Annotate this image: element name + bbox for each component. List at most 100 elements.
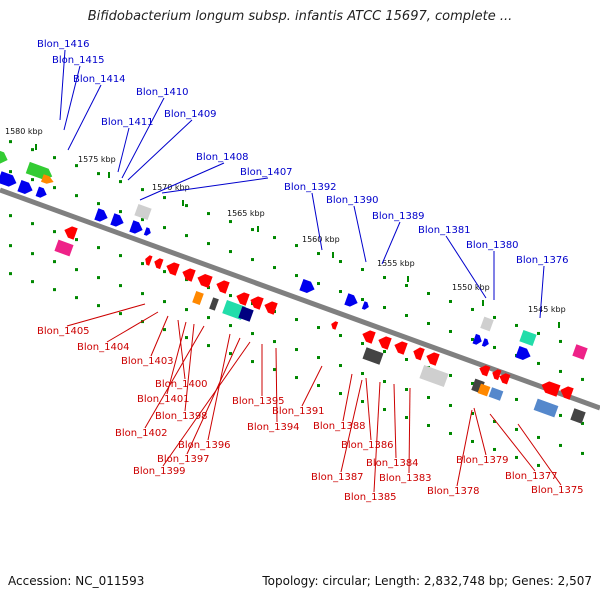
gene-forward[interactable]	[35, 186, 49, 200]
gene-reverse[interactable]	[488, 387, 504, 401]
gene-reverse[interactable]	[539, 379, 561, 397]
gene-forward[interactable]	[0, 150, 10, 165]
gene-forward[interactable]	[572, 344, 588, 360]
gene-forward[interactable]	[472, 333, 484, 346]
kbp-tick-label: 1555 kbp	[377, 259, 415, 268]
gene-reverse[interactable]	[54, 239, 74, 257]
reverse-gene-label[interactable]: Blon_1400	[155, 379, 208, 390]
gene-forward[interactable]	[134, 203, 152, 221]
track-dot	[273, 340, 276, 344]
forward-gene-label[interactable]: Blon_1392	[284, 182, 337, 193]
gene-reverse[interactable]	[153, 257, 164, 270]
gene-forward[interactable]	[515, 345, 532, 362]
kbp-tick-label: 1565 kbp	[227, 209, 265, 218]
gene-reverse[interactable]	[376, 334, 392, 350]
gene-forward[interactable]	[0, 171, 19, 188]
gene-reverse[interactable]	[62, 224, 78, 240]
forward-gene-label[interactable]: Blon_1376	[516, 255, 569, 266]
reverse-gene-label[interactable]: Blon_1405	[37, 326, 90, 337]
gene-reverse[interactable]	[570, 408, 586, 424]
gene-forward[interactable]	[40, 174, 55, 186]
gene-forward[interactable]	[361, 301, 370, 311]
gene-forward[interactable]	[299, 278, 316, 295]
track-dot	[559, 413, 562, 417]
reverse-gene-label[interactable]: Blon_1396	[178, 440, 231, 451]
track-dot	[9, 170, 12, 174]
gene-forward[interactable]	[481, 338, 490, 348]
forward-gene-label[interactable]: Blon_1408	[196, 152, 249, 163]
gene-reverse[interactable]	[330, 320, 339, 330]
forward-gene-label[interactable]: Blon_1390	[326, 195, 379, 206]
gene-reverse[interactable]	[164, 260, 180, 276]
forward-gene-label[interactable]: Blon_1409	[164, 109, 217, 120]
reverse-gene-label[interactable]: Blon_1394	[247, 422, 300, 433]
gene-reverse[interactable]	[491, 368, 502, 381]
gene-shape	[0, 150, 8, 164]
reverse-gene-label[interactable]: Blon_1385	[344, 492, 397, 503]
track-dot	[339, 260, 342, 264]
forward-gene-label[interactable]: Blon_1411	[101, 117, 154, 128]
gene-forward[interactable]	[94, 208, 109, 223]
forward-gene-label[interactable]: Blon_1410	[136, 87, 189, 98]
gene-reverse[interactable]	[478, 364, 491, 377]
reverse-gene-label[interactable]: Blon_1379	[456, 455, 509, 466]
gene-forward[interactable]	[17, 179, 34, 196]
reverse-gene-label[interactable]: Blon_1384	[366, 458, 419, 469]
reverse-gene-label[interactable]: Blon_1378	[427, 486, 480, 497]
forward-gene-label[interactable]: Blon_1415	[52, 55, 105, 66]
gene-forward[interactable]	[110, 213, 125, 228]
reverse-gene-label[interactable]: Blon_1386	[341, 440, 394, 451]
gene-reverse[interactable]	[234, 290, 250, 306]
reverse-gene-label[interactable]: Blon_1387	[311, 472, 364, 483]
forward-gene-label[interactable]: Blon_1414	[73, 74, 126, 85]
reverse-gene-label[interactable]: Blon_1401	[137, 394, 190, 405]
gene-reverse[interactable]	[411, 346, 425, 361]
gene-reverse[interactable]	[262, 299, 278, 315]
reverse-gene-label[interactable]: Blon_1403	[121, 356, 174, 367]
track-dot	[251, 258, 254, 262]
reverse-label-leader	[393, 383, 397, 459]
reverse-gene-label[interactable]: Blon_1404	[77, 342, 130, 353]
reverse-gene-label[interactable]: Blon_1391	[272, 406, 325, 417]
gene-reverse[interactable]	[362, 347, 384, 365]
gene-reverse[interactable]	[180, 266, 196, 282]
track-dot	[405, 283, 408, 287]
gene-reverse[interactable]	[533, 398, 559, 418]
forward-gene-label[interactable]: Blon_1380	[466, 240, 519, 251]
gene-reverse[interactable]	[192, 290, 204, 306]
gene-reverse[interactable]	[558, 384, 574, 400]
gene-reverse[interactable]	[209, 297, 219, 311]
gene-reverse[interactable]	[477, 383, 491, 397]
reverse-gene-label[interactable]: Blon_1395	[232, 396, 285, 407]
gene-reverse[interactable]	[143, 254, 153, 266]
gene-reverse[interactable]	[424, 350, 440, 366]
reverse-gene-label[interactable]: Blon_1375	[531, 485, 584, 496]
gene-reverse[interactable]	[248, 294, 264, 310]
forward-gene-label[interactable]: Blon_1407	[240, 167, 293, 178]
reverse-gene-label[interactable]: Blon_1388	[313, 421, 366, 432]
reverse-gene-label[interactable]: Blon_1402	[115, 428, 168, 439]
gene-reverse[interactable]	[498, 372, 511, 385]
track-dot	[229, 352, 232, 356]
gene-reverse[interactable]	[419, 364, 449, 388]
reverse-gene-label[interactable]: Blon_1383	[379, 473, 432, 484]
forward-gene-label[interactable]: Blon_1381	[418, 225, 471, 236]
gene-reverse[interactable]	[214, 278, 230, 294]
forward-gene-label[interactable]: Blon_1416	[37, 39, 90, 50]
reverse-gene-label[interactable]: Blon_1399	[133, 466, 186, 477]
forward-gene-label[interactable]: Blon_1389	[372, 211, 425, 222]
reverse-label-leader	[184, 323, 195, 412]
track-dot	[75, 164, 78, 168]
gene-forward[interactable]	[480, 316, 494, 332]
reverse-gene-label[interactable]: Blon_1377	[505, 471, 558, 482]
gene-reverse[interactable]	[392, 339, 408, 355]
gene-reverse[interactable]	[360, 328, 376, 344]
reverse-gene-label[interactable]: Blon_1397	[157, 454, 210, 465]
gene-reverse[interactable]	[238, 306, 254, 322]
gene-reverse[interactable]	[195, 272, 213, 289]
gene-forward[interactable]	[519, 329, 537, 347]
gene-forward[interactable]	[344, 293, 359, 308]
gene-forward[interactable]	[143, 227, 152, 237]
gene-forward[interactable]	[129, 220, 144, 235]
reverse-gene-label[interactable]: Blon_1398	[155, 411, 208, 422]
